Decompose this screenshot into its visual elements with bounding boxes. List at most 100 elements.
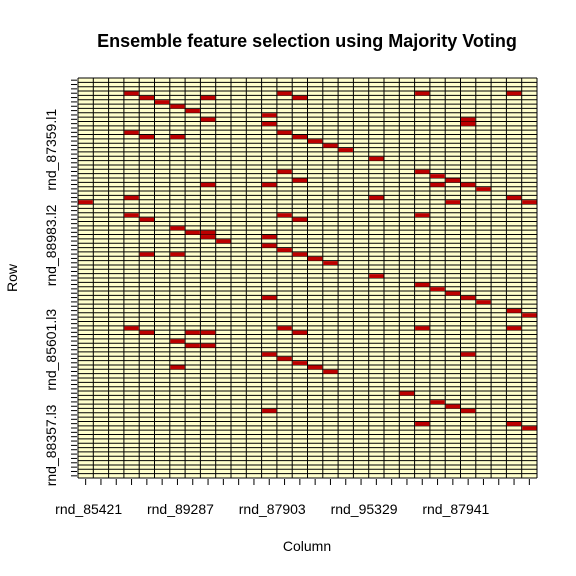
selected-cell [430,287,445,292]
x-tick-label: rnd_95329 [331,501,398,517]
x-tick-label: rnd_87941 [422,501,489,517]
x-axis-ticks: rnd_85421 rnd_89287 rnd_87903 rnd_95329 rnd_… [55,479,530,517]
y-tick-label: rnd_85601.l3 [43,309,59,391]
selected-cell [200,343,216,348]
y-tick-label: rnd_88983.l2 [43,204,59,286]
selected-cell [461,117,476,122]
selected-cell [262,182,277,187]
selected-cell [506,91,522,96]
selected-cell [277,169,292,174]
selected-cell [170,252,185,257]
selected-cell [277,248,292,252]
selected-cell [461,352,476,357]
selected-cell [461,121,476,126]
selected-cell [415,326,430,331]
selected-cell [200,235,216,239]
selected-cell [461,295,476,300]
selected-cell [200,95,216,100]
selected-cell [155,100,170,105]
selected-cell [369,274,384,278]
selected-cell [476,300,491,305]
selected-cell [308,365,323,370]
selected-cell [124,91,139,96]
chart-title: Ensemble feature selection using Majorit… [97,31,517,51]
selected-cell [262,121,277,126]
selected-cell [185,330,200,335]
selected-cell [292,217,307,222]
selected-cell [522,200,537,205]
selected-cell [445,291,460,296]
selected-cell [200,230,216,235]
x-axis-label: Column [283,538,331,554]
heatmap-grid [77,77,538,479]
x-tick-label: rnd_85421 [55,501,122,517]
selected-cell [277,326,292,331]
selected-cell [522,313,537,318]
selected-cell [292,330,307,335]
selected-cell [308,139,323,144]
selected-cell [277,356,292,361]
selected-cell [323,143,338,148]
selected-cell [170,135,185,139]
selected-cell [369,156,384,161]
selected-cell [323,261,338,265]
x-tick-label: rnd_87903 [239,501,306,517]
selected-cell [216,239,231,244]
selected-cell [292,252,307,257]
selected-cell [292,361,307,365]
selected-cell [277,213,292,218]
selected-cell [415,213,430,218]
selected-cells [78,91,537,431]
selected-cell [262,295,277,300]
selected-cell [139,95,154,100]
selected-cell [170,104,185,109]
selected-cell [323,369,338,374]
y-tick-label: rnd_87359.l1 [43,109,59,191]
y-tick-label: rnd_88357.l3 [43,404,59,486]
selected-cell [430,174,445,178]
selected-cell [369,195,384,200]
selected-cell [461,182,476,187]
selected-cell [185,108,200,113]
selected-cell [277,130,292,135]
selected-cell [292,95,307,100]
selected-cell [522,426,537,431]
selected-cell [430,182,445,187]
y-axis-ticks: rnd_87359.l1 rnd_88983.l2 rnd_85601.l3 rnd_… [43,79,77,486]
selected-cell [139,252,154,257]
selected-cell [506,308,522,313]
selected-cell [445,178,460,183]
selected-cell [262,352,277,357]
selected-cell [200,330,216,335]
selected-cell [185,230,200,235]
selected-cell [292,135,307,139]
selected-cell [124,213,139,218]
selected-cell [415,282,430,287]
selected-cell [262,243,277,248]
selected-cell [124,326,139,331]
selected-cell [277,91,292,96]
selected-cell [308,256,323,261]
selected-cell [124,130,139,135]
x-tick-label: rnd_89287 [147,501,214,517]
selected-cell [262,113,277,118]
selected-cell [445,200,460,205]
selected-cell [139,217,154,222]
selected-cell [200,182,216,187]
selected-cell [170,365,185,370]
y-axis-label: Row [4,263,20,292]
selected-cell [476,187,491,192]
selected-cell [170,339,185,344]
selected-cell [185,343,200,348]
selected-cell [399,391,415,396]
selected-cell [415,169,430,174]
selected-cell [170,226,185,231]
selected-cell [445,404,460,409]
selected-cell [506,326,522,331]
selected-cell [415,91,430,96]
selected-cell [292,178,307,183]
selected-cell [262,408,277,413]
selected-cell [506,195,522,200]
